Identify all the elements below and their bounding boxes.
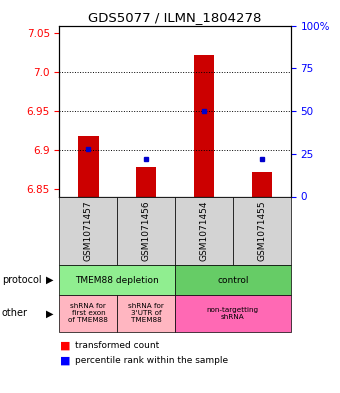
Text: percentile rank within the sample: percentile rank within the sample — [75, 356, 228, 365]
Bar — [136, 167, 156, 196]
Text: GSM1071457: GSM1071457 — [84, 200, 93, 261]
Text: ■: ■ — [59, 355, 70, 365]
Bar — [59, 295, 117, 332]
Text: ▶: ▶ — [46, 309, 53, 318]
Text: ▶: ▶ — [46, 275, 53, 285]
Text: transformed count: transformed count — [75, 342, 159, 350]
Bar — [117, 196, 175, 265]
Text: TMEM88 depletion: TMEM88 depletion — [75, 275, 159, 285]
Bar — [175, 196, 233, 265]
Bar — [78, 136, 99, 196]
Text: shRNA for
first exon
of TMEM88: shRNA for first exon of TMEM88 — [68, 303, 108, 323]
Bar — [233, 196, 291, 265]
Bar — [252, 172, 272, 196]
Text: ■: ■ — [59, 341, 70, 351]
Text: other: other — [2, 309, 28, 318]
Bar — [117, 295, 175, 332]
Bar — [59, 196, 117, 265]
Title: GDS5077 / ILMN_1804278: GDS5077 / ILMN_1804278 — [88, 11, 262, 24]
Text: non-targetting
shRNA: non-targetting shRNA — [207, 307, 259, 320]
Bar — [194, 55, 214, 196]
Bar — [59, 265, 175, 295]
Bar — [175, 295, 291, 332]
Text: GSM1071455: GSM1071455 — [257, 200, 266, 261]
Text: GSM1071454: GSM1071454 — [200, 201, 208, 261]
Bar — [175, 265, 291, 295]
Text: control: control — [217, 275, 249, 285]
Text: GSM1071456: GSM1071456 — [142, 200, 151, 261]
Text: protocol: protocol — [2, 275, 41, 285]
Text: shRNA for
3'UTR of
TMEM88: shRNA for 3'UTR of TMEM88 — [128, 303, 164, 323]
